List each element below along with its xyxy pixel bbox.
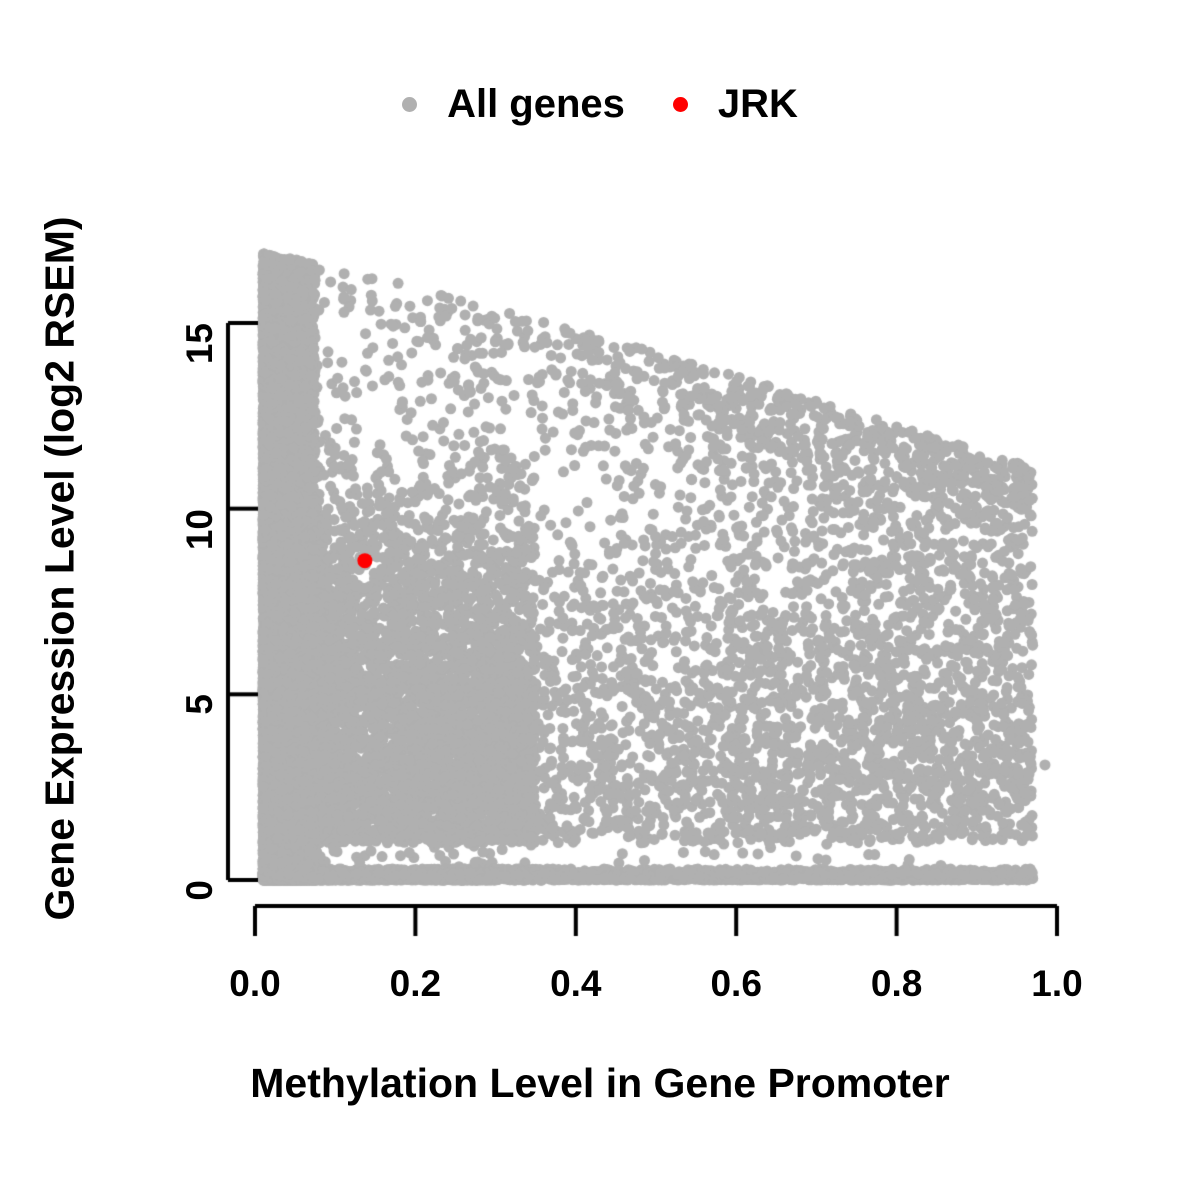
y-tick-label: 5 (179, 694, 220, 715)
y-tick-label: 15 (179, 323, 220, 365)
y-tick-label: 10 (179, 508, 220, 550)
x-tick-label: 0.2 (389, 963, 442, 1004)
x-tick-label: 0.0 (229, 963, 281, 1004)
y-axis-title: Gene Expression Level (log2 RSEM) (36, 216, 83, 921)
x-tick-label: 1.0 (1031, 963, 1083, 1004)
x-tick-label: 0.8 (870, 963, 923, 1004)
x-axis-title: Methylation Level in Gene Promoter (250, 1060, 950, 1106)
y-tick-label: 0 (179, 880, 220, 901)
x-tick-label: 0.6 (710, 963, 762, 1004)
x-tick-label: 0.4 (550, 963, 602, 1004)
